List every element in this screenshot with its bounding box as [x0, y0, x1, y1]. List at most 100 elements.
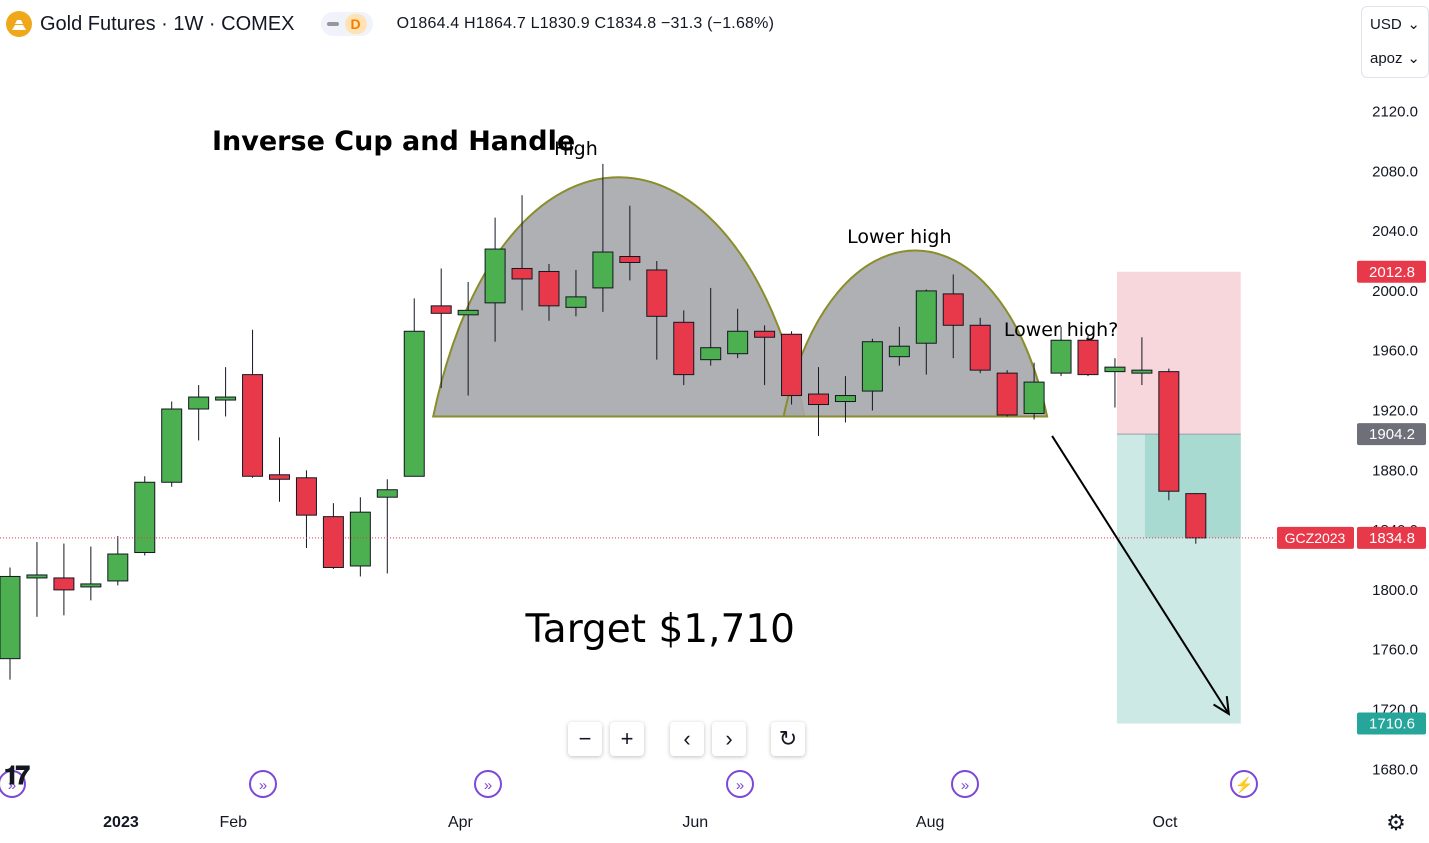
event-glyph-icon: »: [484, 777, 492, 794]
cup-shape-2: [782, 249, 1049, 418]
event-glyph-icon: »: [259, 777, 267, 794]
candle-up: [700, 347, 722, 361]
time-tick-label: Feb: [220, 814, 248, 831]
time-tick-label: Jun: [682, 814, 708, 831]
scroll-left-button[interactable]: ‹: [670, 722, 704, 756]
candle-up: [457, 309, 479, 316]
price-label-value: 1904.2: [1369, 426, 1415, 443]
candle-down: [242, 374, 264, 477]
settings-gear-icon[interactable]: ⚙: [1386, 810, 1406, 835]
ohlc-readout: O1864.4 H1864.7 L1830.9 C1834.8 −31.3 (−…: [396, 15, 775, 32]
interval-badge: D: [344, 14, 367, 34]
zoom-out-button[interactable]: −: [568, 722, 602, 756]
position-zones: [1116, 271, 1241, 724]
scroll-right-button[interactable]: ›: [712, 722, 746, 756]
event-glyph-icon: ⚡: [1235, 776, 1254, 794]
dividend-event-icon: [951, 770, 979, 798]
candle-down: [996, 372, 1018, 416]
chevron-down-icon: ⌄: [1407, 16, 1420, 33]
annotation-label: High: [554, 138, 598, 160]
symbol-header: Gold Futures · 1W · COMEX D O1864.4 H186…: [6, 9, 774, 39]
price-tick-label: 1680.0: [1372, 761, 1418, 778]
event-markers: » » » » » ⚡: [0, 770, 1258, 798]
candle-up: [0, 575, 21, 660]
candle-up: [565, 296, 587, 308]
price-label-value: 1834.8: [1369, 530, 1415, 547]
chart-title: Inverse Cup and Handle: [212, 126, 575, 157]
candle-up: [888, 345, 910, 358]
zoom-in-button[interactable]: +: [610, 722, 644, 756]
price-label-value: 1710.6: [1369, 716, 1415, 733]
price-tick-label: 1880.0: [1372, 462, 1418, 479]
candle-down: [754, 330, 776, 338]
candle-up: [376, 489, 398, 498]
candles: [0, 163, 1207, 680]
candle-up: [1131, 369, 1153, 374]
gold-logo-icon: [6, 11, 32, 37]
price-label-badge: [1357, 526, 1426, 549]
candle-up: [915, 290, 937, 344]
scroll-controls: ‹ ›: [670, 722, 746, 756]
annotation-label: Target $1,710: [524, 607, 795, 652]
candle-down: [808, 393, 829, 406]
earnings-bolt-icon: [1230, 770, 1258, 798]
candle-down: [942, 293, 964, 326]
time-tick-label: Apr: [448, 814, 474, 831]
dividend-event-icon: [0, 770, 26, 798]
event-glyph-icon: »: [736, 777, 744, 794]
interval-pill[interactable]: D: [320, 12, 373, 36]
candle-down: [322, 516, 344, 568]
candle-up: [403, 330, 425, 477]
event-glyph-icon: »: [961, 777, 969, 794]
dividend-event-icon: [474, 770, 502, 798]
candle-up: [592, 251, 614, 289]
candle-up: [1104, 366, 1126, 373]
price-tick-label: 1960.0: [1372, 343, 1418, 360]
reset-controls: ↻: [771, 722, 805, 756]
candle-down: [53, 577, 75, 591]
candle-down: [619, 256, 641, 263]
minus-icon: [326, 22, 339, 26]
event-glyph-icon: »: [8, 777, 16, 794]
candle-down: [1158, 371, 1180, 492]
candle-up: [188, 396, 210, 410]
price-tick-label: 2120.0: [1372, 104, 1418, 121]
price-tick-label: 1760.0: [1372, 642, 1418, 659]
dividend-event-icon: [726, 770, 754, 798]
currency-select[interactable]: USD ⌄: [1362, 7, 1428, 41]
symbol-title[interactable]: Gold Futures · 1W · COMEX: [40, 12, 295, 35]
scale-select[interactable]: apoz ⌄: [1362, 41, 1428, 75]
candle-down: [673, 321, 695, 376]
candle-up: [215, 396, 237, 401]
price-label-badge: [1357, 260, 1426, 283]
candle-down: [430, 305, 452, 314]
candle-up: [134, 481, 156, 554]
annotation-label: Lower high?: [1004, 319, 1118, 341]
price-tick-label: 2080.0: [1372, 163, 1418, 180]
time-tick-label: Oct: [1153, 814, 1178, 831]
candle-down: [969, 324, 991, 371]
reset-chart-button[interactable]: ↻: [771, 722, 805, 756]
candle-up: [26, 574, 48, 579]
price-label-badge: [1357, 423, 1426, 446]
candle-up: [107, 553, 129, 582]
symbol-tag-label: GCZ2023: [1285, 530, 1346, 546]
price-tick-label: 1920.0: [1372, 403, 1418, 420]
target-arrow: [1051, 435, 1230, 715]
candle-up: [484, 248, 506, 304]
candle-down: [511, 267, 533, 280]
currency-menu: USD ⌄ apoz ⌄: [1361, 6, 1429, 78]
chevron-down-icon: ⌄: [1407, 50, 1420, 67]
candle-up: [861, 341, 883, 392]
currency-value: USD: [1370, 15, 1402, 33]
zoom-controls: − +: [568, 722, 644, 756]
price-tick-label: 2000.0: [1372, 283, 1418, 300]
candle-up: [1050, 339, 1072, 374]
price-label-value: 2012.8: [1369, 264, 1415, 281]
time-axis[interactable]: 2023 Feb Apr Jun Aug Oct: [103, 814, 1178, 831]
candle-up: [349, 511, 371, 567]
tradingview-logo-icon[interactable]: 𝟏𝟕: [4, 760, 30, 790]
scale-value: apoz: [1370, 49, 1403, 67]
